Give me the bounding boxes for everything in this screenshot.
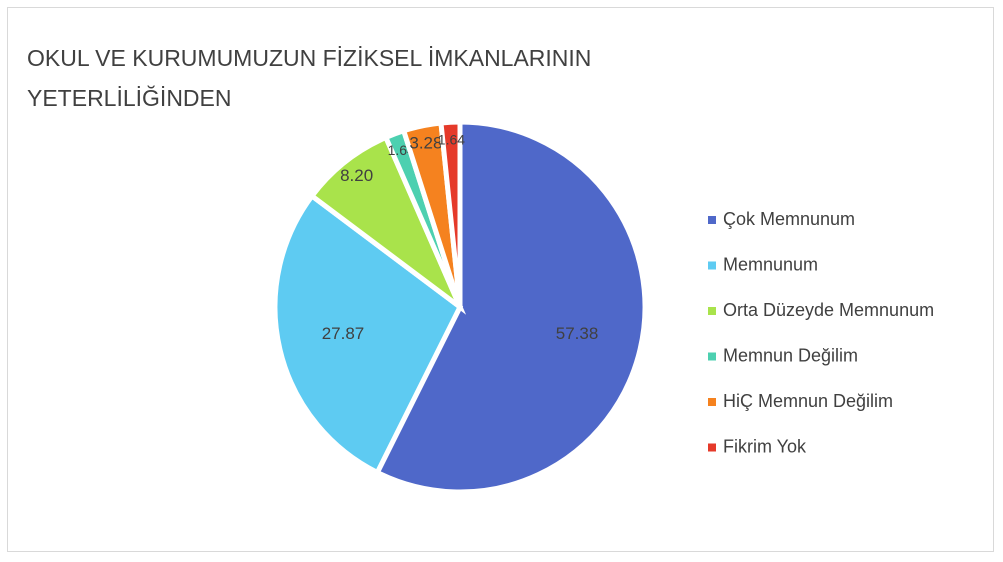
data-label: 1.64 (438, 131, 465, 147)
legend-swatch (708, 307, 716, 315)
legend-swatch (708, 443, 716, 452)
legend-label: Memnun Değilim (723, 345, 858, 365)
chart-frame (7, 7, 994, 552)
legend-swatch (708, 398, 716, 406)
legend-label: Orta Düzeyde Memnunum (723, 300, 934, 320)
data-label: 57.38 (556, 324, 599, 343)
pie-slice (272, 192, 464, 476)
legend-swatch (708, 261, 716, 270)
data-label: 3.28 (409, 134, 442, 153)
legend-label: Memnunum (723, 254, 818, 274)
pie-slice (373, 119, 648, 495)
legend-label: Fikrim Yok (723, 436, 807, 456)
chart-title: OKUL VE KURUMUMUZUN FİZİKSEL İMKANLARINI… (27, 45, 592, 111)
legend-label: HiÇ Memnun Değilim (723, 391, 893, 411)
data-label: 8.20 (340, 166, 373, 185)
legend-swatch (708, 352, 716, 361)
legend-swatch (708, 216, 716, 224)
pie-slice (438, 119, 463, 308)
legend-label: Çok Memnunum (723, 209, 855, 229)
data-label: 27.87 (322, 324, 365, 343)
